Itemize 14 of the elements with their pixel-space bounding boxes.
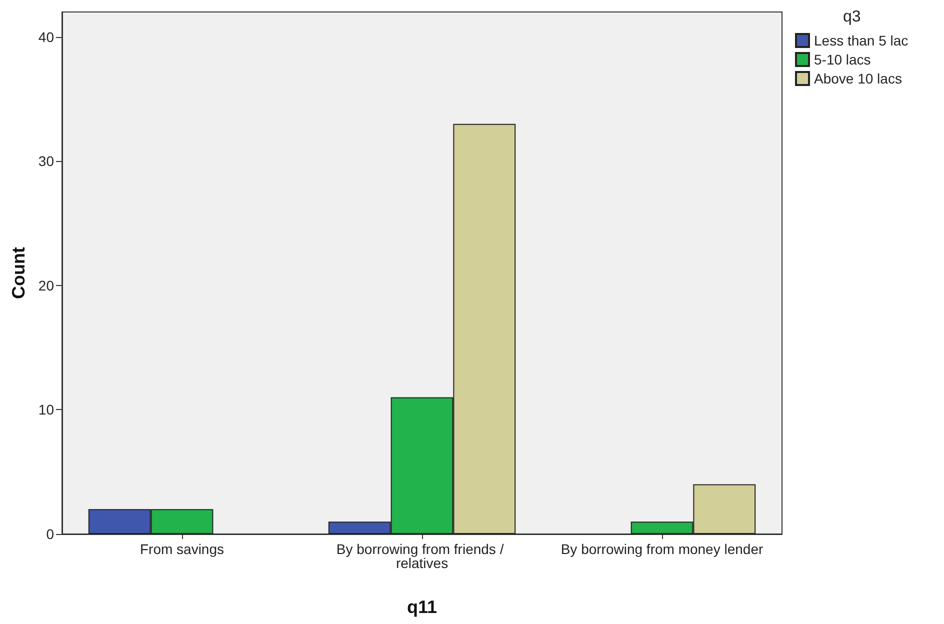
x-tick-label: By borrowing from friends / relatives	[336, 541, 508, 571]
y-tick-label: 10	[38, 402, 54, 418]
x-axis-title: q11	[406, 597, 438, 617]
y-tick-label: 40	[38, 28, 54, 45]
x-tick-label: From savings	[140, 541, 224, 557]
legend-label: 5-10 lacs	[814, 52, 871, 68]
y-tick-label: 20	[38, 277, 54, 294]
legend-label: Above 10 lacs	[814, 70, 902, 86]
y-axis-title: Count	[8, 247, 29, 299]
legend-label: Less than 5 lac	[814, 32, 908, 48]
y-tick-label: 0	[46, 526, 54, 542]
y-tick-label: 30	[38, 153, 54, 170]
legend-title: q3	[843, 8, 861, 26]
x-tick-label: By borrowing from money lender	[560, 541, 764, 557]
